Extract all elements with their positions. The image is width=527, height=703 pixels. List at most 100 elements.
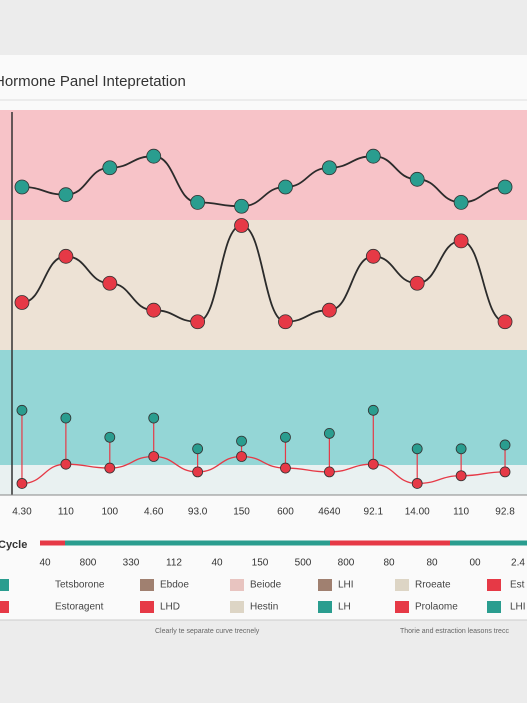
legend-label: Hestin <box>250 602 278 613</box>
data-point <box>278 179 293 195</box>
band <box>0 220 527 350</box>
legend-label: LHD <box>160 602 180 613</box>
legend-swatch <box>318 601 332 613</box>
data-point <box>58 248 74 264</box>
data-point <box>409 171 425 187</box>
cycle-tick-label: 40 <box>211 558 223 569</box>
legend-swatch <box>395 579 409 591</box>
data-point <box>409 275 425 291</box>
data-point <box>104 462 116 474</box>
data-point <box>234 198 249 214</box>
x-tick-label: 4.60 <box>144 507 164 518</box>
data-point <box>14 179 30 195</box>
footnote: Clearly te separate curve trecnely <box>155 628 260 635</box>
data-point <box>192 443 204 455</box>
legend-label: Beiode <box>250 580 282 591</box>
legend-swatch <box>487 579 501 591</box>
legend-label: Prolaome <box>415 602 458 613</box>
x-tick-label: 4640 <box>318 507 341 518</box>
cycle-tick-label: 150 <box>252 558 269 569</box>
data-point <box>102 275 118 291</box>
x-tick-label: 100 <box>101 507 118 518</box>
cycle-tick-label: 500 <box>295 558 312 569</box>
cycle-tick-label: 00 <box>469 558 481 569</box>
legend-swatch <box>140 601 154 613</box>
x-tick-label: 110 <box>58 507 74 518</box>
band <box>0 465 527 495</box>
data-point <box>323 466 335 478</box>
legend-swatch <box>140 579 154 591</box>
data-point <box>323 427 335 439</box>
legend-label: LHI <box>338 580 354 591</box>
data-point <box>367 458 379 470</box>
data-point <box>102 160 118 176</box>
data-point <box>365 248 381 264</box>
cycle-tick-label: 2.4 <box>511 558 525 569</box>
data-point <box>190 314 206 330</box>
legend-swatch <box>487 601 501 613</box>
data-point <box>499 466 511 478</box>
data-point <box>60 458 72 470</box>
data-point <box>104 431 116 443</box>
legend-swatch <box>395 601 409 613</box>
data-point <box>453 233 469 249</box>
data-point <box>16 478 28 489</box>
x-tick-label: 150 <box>233 507 250 518</box>
x-tick-label: 92.8 <box>495 507 515 518</box>
cycle-tick-label: 80 <box>426 558 438 569</box>
footnote: Thorie and estraction leasons trecc <box>400 628 509 635</box>
data-point <box>499 439 511 451</box>
data-point <box>14 295 30 310</box>
data-point <box>367 404 379 416</box>
data-point <box>321 160 337 176</box>
legend-label: Rroeate <box>415 580 451 591</box>
band <box>0 350 527 465</box>
data-point <box>280 462 291 474</box>
legend-label: LH <box>338 602 351 613</box>
cycle-label: Cycle <box>0 539 27 551</box>
legend-swatch <box>318 579 332 591</box>
cycle-tick-label: 330 <box>123 558 140 569</box>
cycle-tick-label: 112 <box>166 558 182 569</box>
legend-label: Estoragent <box>55 602 104 613</box>
data-point <box>497 179 513 195</box>
data-point <box>234 218 249 233</box>
cycle-tick-label: 40 <box>39 558 51 569</box>
legend-label: Tetsborone <box>55 580 105 591</box>
x-tick-label: 92.1 <box>364 507 384 518</box>
data-point <box>190 194 206 210</box>
x-tick-label: 14.00 <box>405 507 430 518</box>
data-point <box>146 148 162 164</box>
data-point <box>411 443 423 455</box>
legend-swatch <box>230 601 244 613</box>
data-point <box>453 194 469 210</box>
cycle-tick-label: 800 <box>338 558 355 569</box>
x-tick-label: 600 <box>277 507 294 518</box>
x-tick-label: 93.0 <box>188 507 208 518</box>
data-point <box>411 478 423 489</box>
data-point <box>148 412 160 424</box>
data-point <box>278 314 293 330</box>
data-point <box>280 431 291 443</box>
data-point <box>60 412 72 424</box>
x-tick-label: 110 <box>453 507 469 518</box>
data-point <box>365 148 381 164</box>
data-point <box>192 466 204 478</box>
legend-swatch <box>230 579 244 591</box>
data-point <box>58 187 74 203</box>
chart-title: Hormone Panel Intepretation <box>0 73 186 90</box>
band <box>0 110 527 220</box>
data-point <box>455 470 467 482</box>
data-point <box>321 302 337 318</box>
legend-label: Ebdoe <box>160 580 189 591</box>
data-point <box>455 443 467 455</box>
data-point <box>497 314 513 330</box>
data-point <box>148 451 160 462</box>
legend-label: Est <box>510 580 525 591</box>
legend-label: LHI <box>510 602 526 613</box>
data-point <box>236 435 247 447</box>
data-point <box>146 302 162 318</box>
cycle-tick-label: 800 <box>80 558 97 569</box>
cycle-tick-label: 80 <box>383 558 395 569</box>
